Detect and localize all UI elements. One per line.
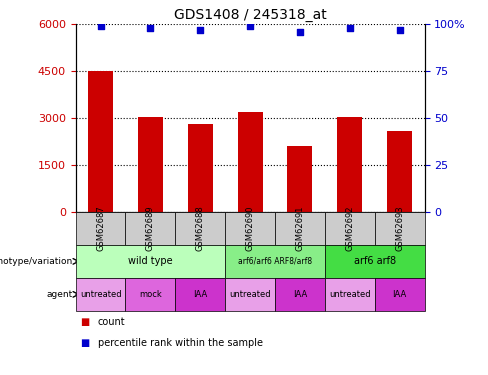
Text: count: count (98, 317, 125, 327)
Point (196, 27, 204, 33)
Text: GSM62688: GSM62688 (196, 206, 205, 251)
Text: untreated: untreated (80, 290, 122, 299)
Text: ■: ■ (81, 338, 90, 348)
Text: untreated: untreated (329, 290, 370, 299)
Point (246, 23, 254, 29)
Text: GSM62691: GSM62691 (295, 206, 305, 251)
Text: untreated: untreated (229, 290, 271, 299)
Text: IAA: IAA (392, 290, 407, 299)
Text: IAA: IAA (193, 290, 207, 299)
Text: arf6/arf6 ARF8/arf8: arf6/arf6 ARF8/arf8 (238, 257, 312, 266)
Title: GDS1408 / 245318_at: GDS1408 / 245318_at (174, 8, 326, 22)
Point (396, 27, 404, 33)
Text: arf6 arf8: arf6 arf8 (354, 256, 396, 266)
Text: GSM62689: GSM62689 (146, 206, 155, 251)
Text: percentile rank within the sample: percentile rank within the sample (98, 338, 263, 348)
Point (146, 25, 154, 31)
Bar (387, 130, 412, 212)
Text: IAA: IAA (293, 290, 307, 299)
Text: GSM62692: GSM62692 (346, 206, 354, 251)
Text: ■: ■ (81, 317, 90, 327)
Text: genotype/variation: genotype/variation (0, 257, 73, 266)
Bar (287, 146, 312, 212)
Point (97, 23, 104, 29)
Bar (88, 71, 113, 212)
Bar (138, 117, 163, 212)
Text: mock: mock (139, 290, 162, 299)
Text: GSM62690: GSM62690 (245, 206, 255, 251)
Text: GSM62687: GSM62687 (96, 206, 105, 251)
Point (296, 29, 304, 35)
Bar (337, 117, 362, 212)
Bar (238, 112, 263, 212)
Text: GSM62693: GSM62693 (395, 206, 404, 251)
Point (346, 25, 354, 31)
Bar (188, 124, 213, 212)
Text: agent: agent (47, 290, 73, 299)
Text: wild type: wild type (128, 256, 173, 266)
